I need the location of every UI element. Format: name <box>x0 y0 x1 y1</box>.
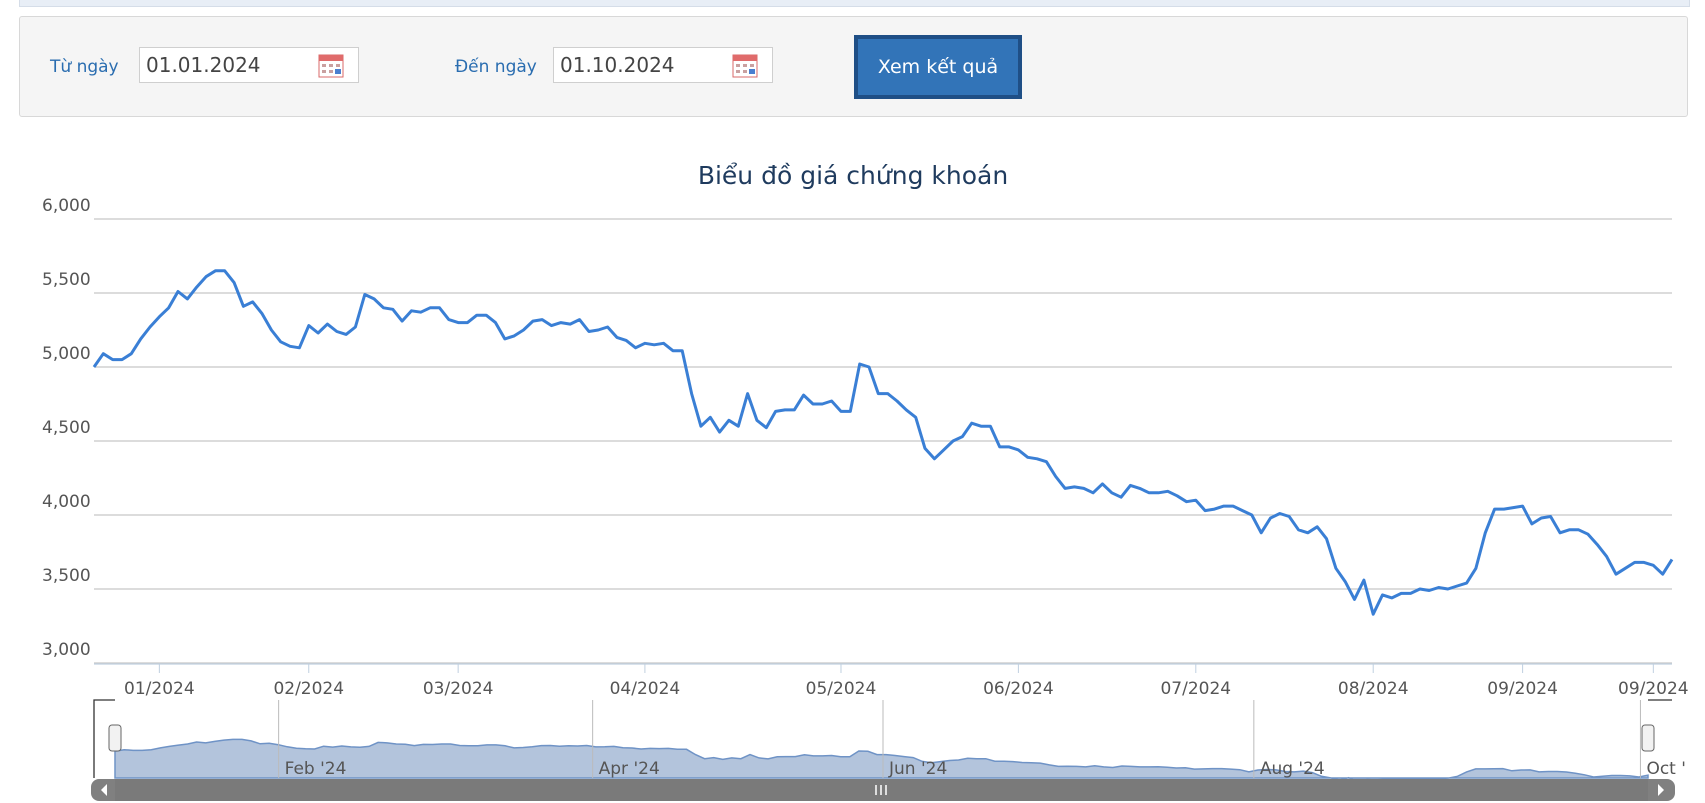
top-strip <box>19 0 1690 7</box>
calendar-icon[interactable] <box>732 54 758 78</box>
x-tick-label: 05/2024 <box>806 679 877 699</box>
to-value: 01.10.2024 <box>560 53 675 77</box>
navigator-handle[interactable] <box>108 724 122 752</box>
navigator-label: Aug '24 <box>1260 759 1325 779</box>
x-tick-label: 03/2024 <box>423 679 494 699</box>
submit-text: Xem kết quả <box>858 39 1018 95</box>
y-tick-label: 4,000 <box>42 492 91 512</box>
navigator-area <box>114 738 1649 783</box>
x-tick-label: 09/2024 <box>1618 679 1689 699</box>
price-line <box>92 269 1674 616</box>
navigator-frame <box>93 699 1672 778</box>
x-tick-label: 08/2024 <box>1338 679 1409 699</box>
from-input[interactable]: 01.01.2024 <box>139 47 359 83</box>
calendar-icon[interactable] <box>318 54 344 78</box>
from-label: Từ ngày <box>50 57 119 77</box>
navigator-label: Oct ' <box>1646 759 1685 779</box>
y-tick-label: 3,000 <box>42 640 91 660</box>
navigator-label: Feb '24 <box>285 759 347 779</box>
date-form: Từ ngày 01.01.2024 Đến ngày 01.10.2024 X… <box>19 16 1688 117</box>
to-input[interactable]: 01.10.2024 <box>553 47 773 83</box>
y-tick-label: 4,500 <box>42 418 91 438</box>
y-tick-label: 3,500 <box>42 566 91 586</box>
scroll-right[interactable] <box>1658 784 1664 796</box>
navigator-label: Apr '24 <box>599 759 660 779</box>
x-tick-label: 09/2024 <box>1487 679 1558 699</box>
x-tick-label: 01/2024 <box>124 679 195 699</box>
to-label: Đến ngày <box>455 57 537 77</box>
x-tick-label: 07/2024 <box>1160 679 1231 699</box>
x-tick-label: 06/2024 <box>983 679 1054 699</box>
scroll-left[interactable] <box>101 784 107 796</box>
navigator-handle[interactable] <box>1641 724 1655 752</box>
from-value: 01.01.2024 <box>146 53 261 77</box>
x-tick-label: 04/2024 <box>610 679 681 699</box>
y-tick-label: 5,500 <box>42 270 91 290</box>
x-tick-label: 02/2024 <box>273 679 344 699</box>
y-tick-label: 5,000 <box>42 344 91 364</box>
navigator-label: Jun '24 <box>888 759 947 779</box>
scroll-grip <box>875 785 887 795</box>
y-tick-label: 6,000 <box>42 196 91 216</box>
submit-button[interactable]: Xem kết quả <box>854 35 1022 99</box>
chart-title: Biểu đồ giá chứng khoán <box>698 161 1008 190</box>
chart: Biểu đồ giá chứng khoán 3,000 3,500 4,000 4… <box>42 161 1689 801</box>
